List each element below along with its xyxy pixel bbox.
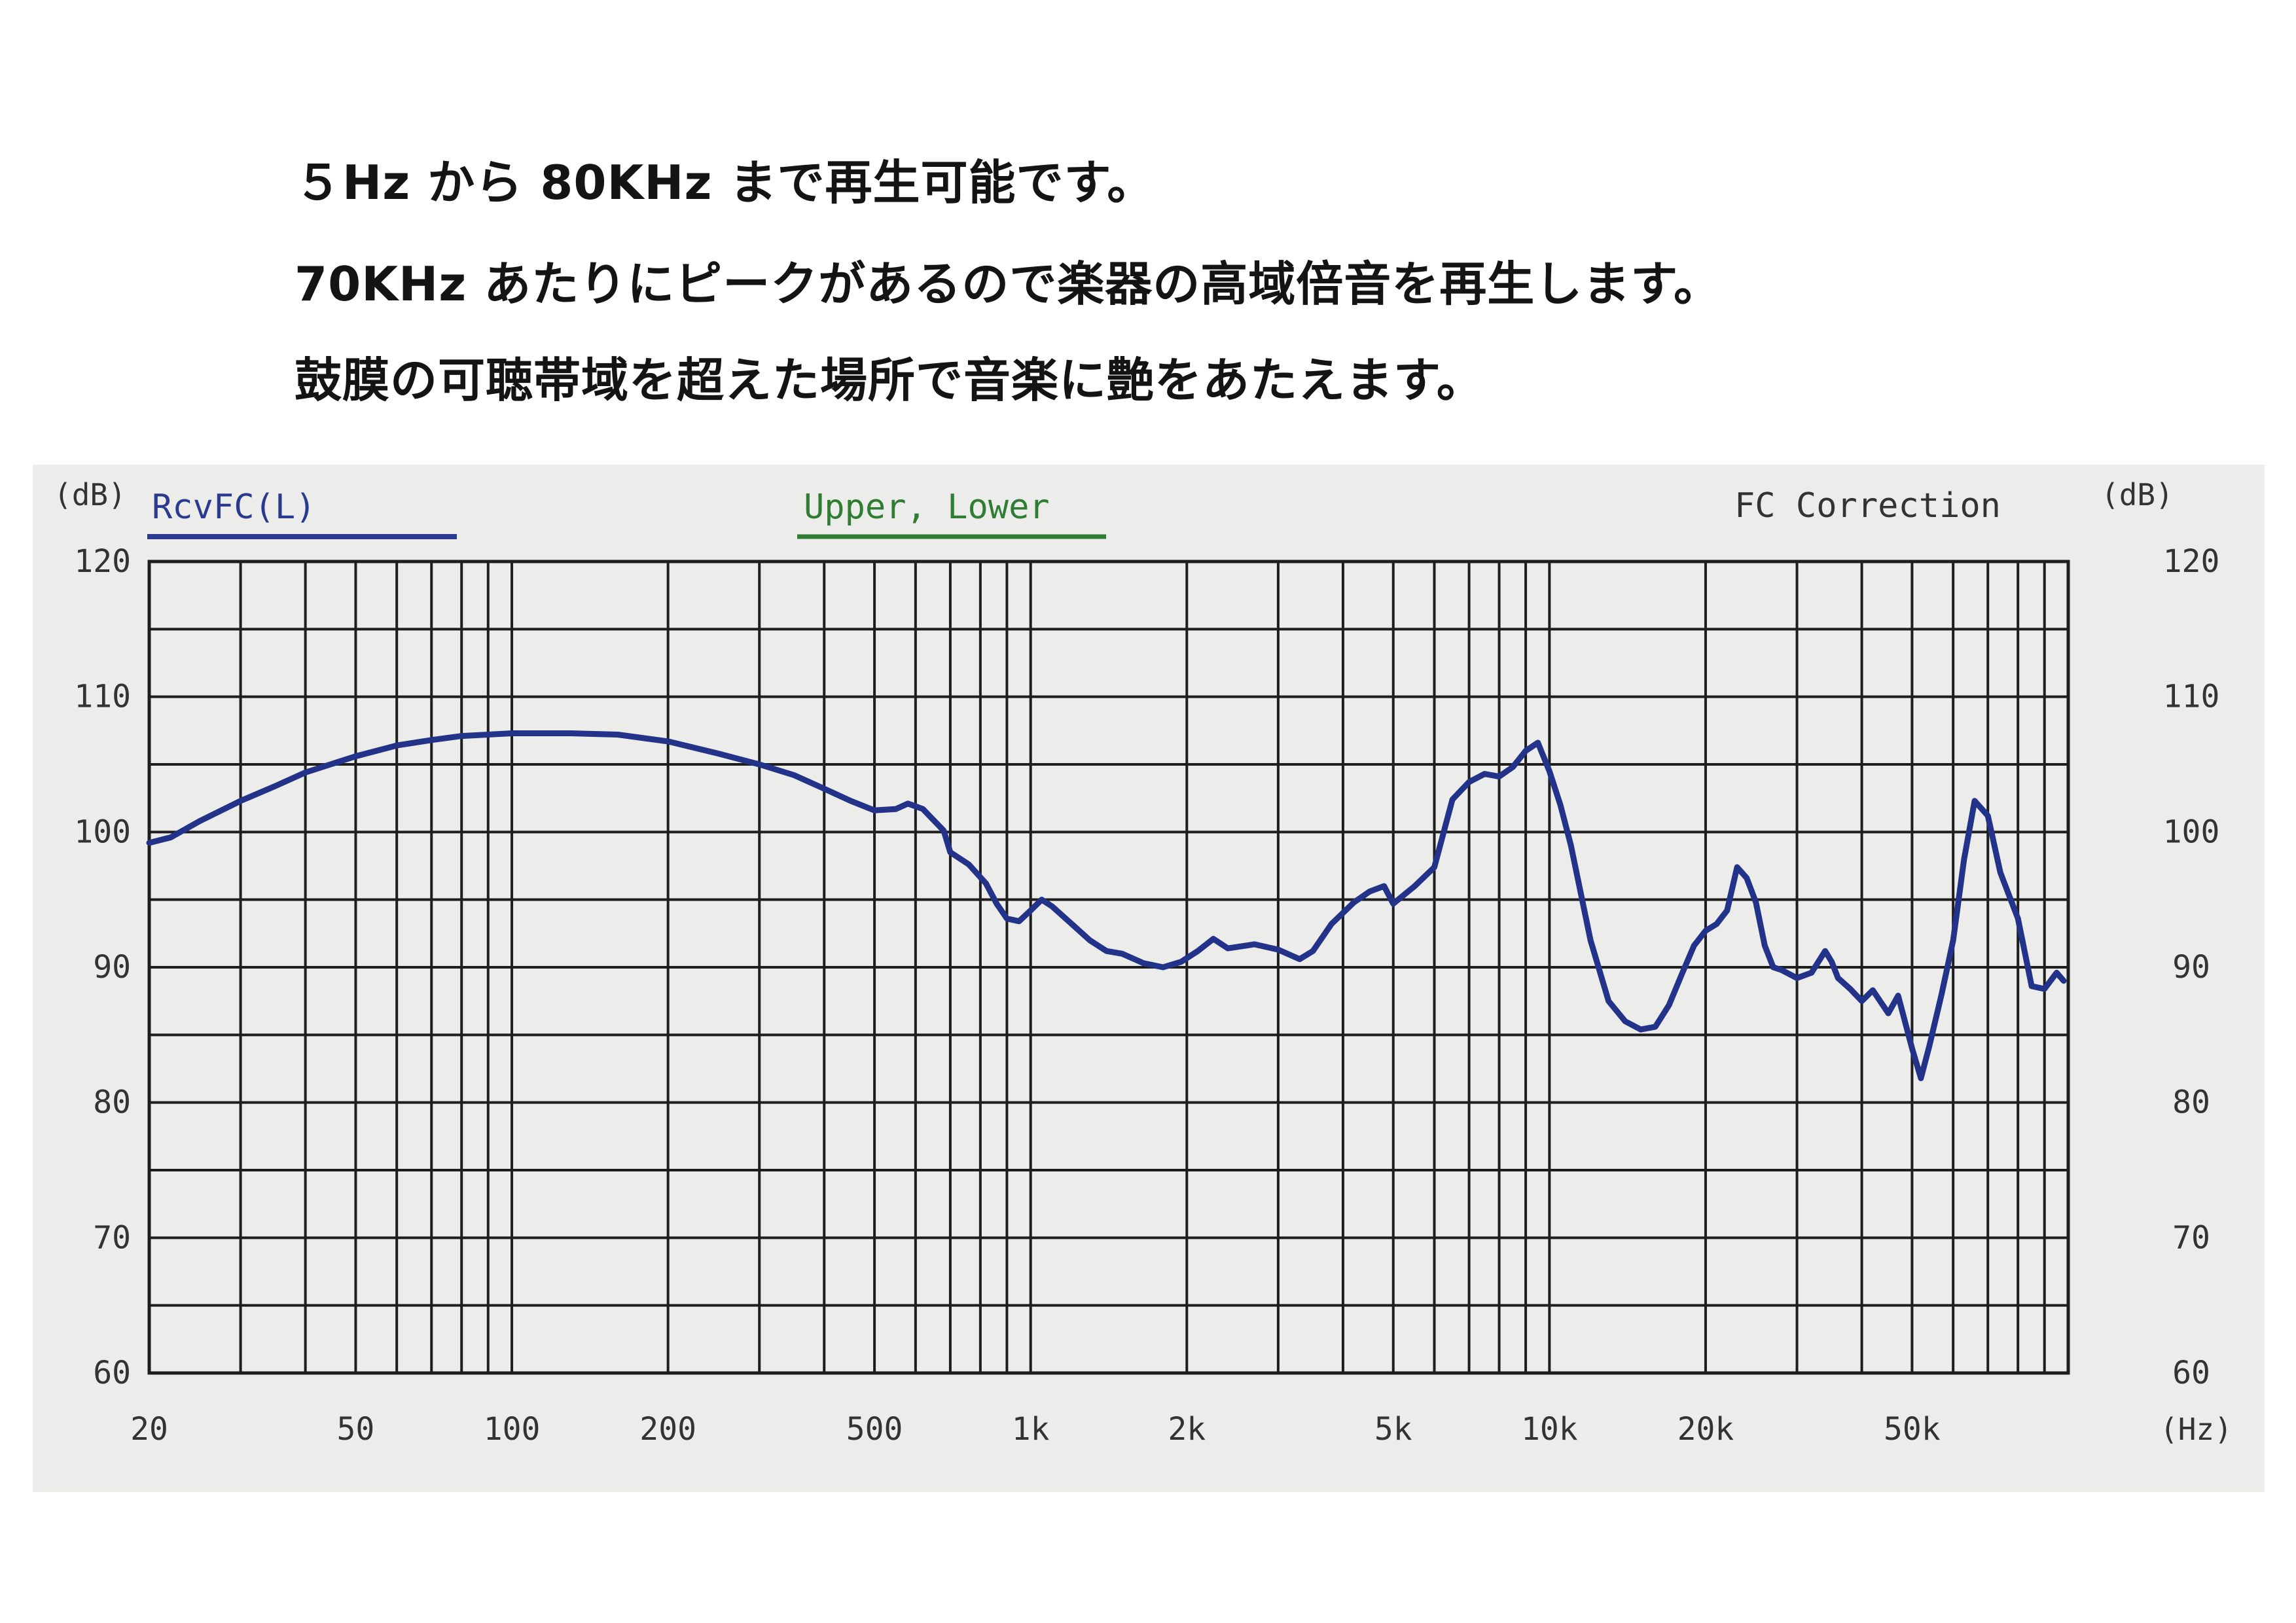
y-tick-label-right: 60 <box>2172 1355 2210 1391</box>
y-tick-label-left: 80 <box>93 1084 131 1121</box>
y-tick-label-right: 80 <box>2172 1084 2210 1121</box>
y-tick-label-left: 60 <box>93 1355 131 1391</box>
y-tick-label-right: 120 <box>2163 543 2220 580</box>
x-tick-label: 500 <box>846 1411 903 1448</box>
grid <box>147 560 2070 1375</box>
frequency-response-chart: (dB) (dB) (Hz) RcvFC(L) Upper, Lower FC … <box>54 477 2233 1448</box>
legend-upper-lower-label: Upper, Lower <box>804 488 1050 527</box>
curve-layer <box>146 730 2067 1081</box>
y-unit-left: (dB) <box>54 477 126 512</box>
headline-1: ５Hz から 80KHz まで再生可能です。 <box>295 155 1155 210</box>
y-tick-label-left: 90 <box>93 949 131 986</box>
y-unit-right: (dB) <box>2101 477 2174 512</box>
x-tick-label: 100 <box>484 1411 541 1448</box>
y-tick-label-left: 110 <box>74 679 131 715</box>
y-tick-label-right: 70 <box>2172 1219 2210 1256</box>
headline-3: 鼓膜の可聴帯域を超えた場所で音楽に艶をあたえます。 <box>295 353 1484 408</box>
x-unit: (Hz) <box>2160 1412 2233 1447</box>
fc-correction-annotation: FC Correction <box>1734 486 2001 526</box>
series-line-rcvfc <box>146 730 2067 1081</box>
y-tick-label-left: 70 <box>93 1219 131 1256</box>
x-tick-label: 50 <box>337 1411 375 1448</box>
headline-2: 70KHz あたりにピークがあるので楽器の高域倍音を再生します。 <box>295 257 1722 312</box>
y-tick-label-right: 90 <box>2172 949 2210 986</box>
x-tick-label: 1k <box>1012 1411 1050 1448</box>
x-tick-label: 5k <box>1374 1411 1412 1448</box>
chart-panel: (dB) (dB) (Hz) RcvFC(L) Upper, Lower FC … <box>33 465 2265 1492</box>
y-tick-label-right: 100 <box>2163 813 2220 850</box>
y-tick-label-right: 110 <box>2163 679 2220 715</box>
x-tick-label: 200 <box>639 1411 696 1448</box>
x-tick-label: 20 <box>130 1411 168 1448</box>
legend-rcvfc-label: RcvFC(L) <box>152 488 315 527</box>
y-tick-label-left: 100 <box>74 813 131 850</box>
labels: (dB) (dB) (Hz) RcvFC(L) Upper, Lower FC … <box>54 477 2233 1448</box>
x-tick-label: 50k <box>1884 1411 1941 1448</box>
x-tick-label: 20k <box>1677 1411 1734 1448</box>
x-tick-label: 2k <box>1168 1411 1206 1448</box>
x-tick-label: 10k <box>1521 1411 1578 1448</box>
y-tick-label-left: 120 <box>74 543 131 580</box>
